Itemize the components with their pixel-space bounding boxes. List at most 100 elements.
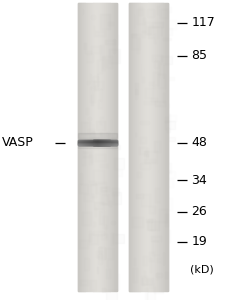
Bar	[152, 85, 156, 88]
Bar	[102, 143, 103, 144]
Bar	[83, 144, 85, 145]
Bar	[91, 144, 92, 145]
Bar	[167, 3, 168, 291]
Bar	[112, 143, 113, 144]
Bar	[95, 144, 96, 145]
Bar	[102, 261, 111, 267]
Bar	[104, 3, 105, 291]
Bar	[139, 121, 148, 124]
Bar	[153, 284, 162, 293]
Bar	[85, 140, 86, 141]
Bar	[82, 140, 83, 141]
Bar	[101, 195, 109, 204]
Bar	[111, 143, 112, 144]
Bar	[83, 43, 85, 49]
Bar	[81, 145, 82, 146]
Bar	[77, 143, 79, 144]
Bar	[114, 3, 115, 291]
Bar	[141, 3, 142, 291]
Bar	[110, 143, 111, 144]
Bar	[158, 5, 166, 18]
Bar	[151, 98, 156, 101]
Bar	[89, 91, 92, 94]
Bar	[106, 141, 107, 142]
Text: (kD): (kD)	[189, 265, 213, 275]
Bar	[96, 141, 97, 142]
Bar	[78, 144, 79, 145]
Bar	[148, 252, 155, 261]
Bar	[99, 143, 100, 144]
Bar	[113, 192, 120, 204]
Bar	[84, 143, 85, 144]
Bar	[115, 143, 116, 144]
Bar	[81, 3, 82, 291]
Bar	[109, 49, 120, 63]
Bar	[115, 144, 116, 145]
Bar	[84, 144, 85, 145]
Bar	[156, 3, 157, 291]
Bar	[114, 143, 115, 144]
Bar	[94, 141, 95, 142]
Bar	[162, 93, 164, 102]
Bar	[87, 137, 97, 149]
Bar	[129, 3, 130, 291]
Bar	[149, 3, 150, 291]
Bar	[97, 143, 98, 144]
Bar	[93, 144, 94, 145]
Bar	[105, 145, 106, 146]
Bar	[102, 140, 103, 141]
Bar	[84, 3, 85, 291]
Bar	[160, 9, 167, 18]
Bar	[143, 3, 144, 291]
Bar	[87, 144, 88, 145]
Bar	[83, 3, 84, 291]
Bar	[112, 145, 120, 148]
Bar	[115, 274, 118, 289]
Bar	[83, 54, 93, 62]
Bar	[83, 141, 85, 142]
Bar	[151, 3, 152, 291]
Bar	[142, 3, 143, 291]
Bar	[161, 3, 162, 291]
Bar	[131, 3, 132, 291]
Bar	[96, 3, 97, 291]
Bar	[99, 24, 106, 30]
Bar	[98, 143, 99, 144]
Bar	[104, 143, 105, 144]
Bar	[81, 143, 82, 144]
Bar	[103, 143, 104, 144]
Bar	[90, 184, 95, 197]
Bar	[83, 141, 85, 142]
Bar	[87, 140, 88, 141]
Bar	[101, 143, 102, 144]
Bar	[97, 3, 98, 291]
Bar	[112, 3, 113, 291]
Bar	[107, 145, 108, 146]
Bar	[111, 142, 112, 143]
Bar	[107, 51, 118, 61]
Bar	[102, 3, 103, 291]
Bar	[87, 140, 88, 141]
Bar	[94, 3, 95, 291]
Bar	[83, 194, 93, 201]
Bar	[108, 3, 109, 291]
Bar	[92, 4, 102, 8]
Bar	[89, 234, 97, 244]
Bar	[80, 122, 90, 134]
Bar	[95, 145, 96, 146]
Bar	[93, 31, 105, 36]
Bar	[110, 220, 114, 224]
Bar	[98, 140, 99, 141]
Bar	[135, 3, 136, 291]
Bar	[88, 142, 89, 143]
Bar	[89, 142, 90, 143]
Bar	[148, 212, 155, 222]
Bar	[79, 110, 80, 114]
Bar	[113, 3, 114, 291]
Bar	[110, 144, 111, 145]
Bar	[111, 141, 112, 142]
Bar	[105, 143, 106, 144]
Bar	[95, 140, 96, 141]
Bar	[93, 142, 94, 143]
Bar	[90, 132, 100, 138]
